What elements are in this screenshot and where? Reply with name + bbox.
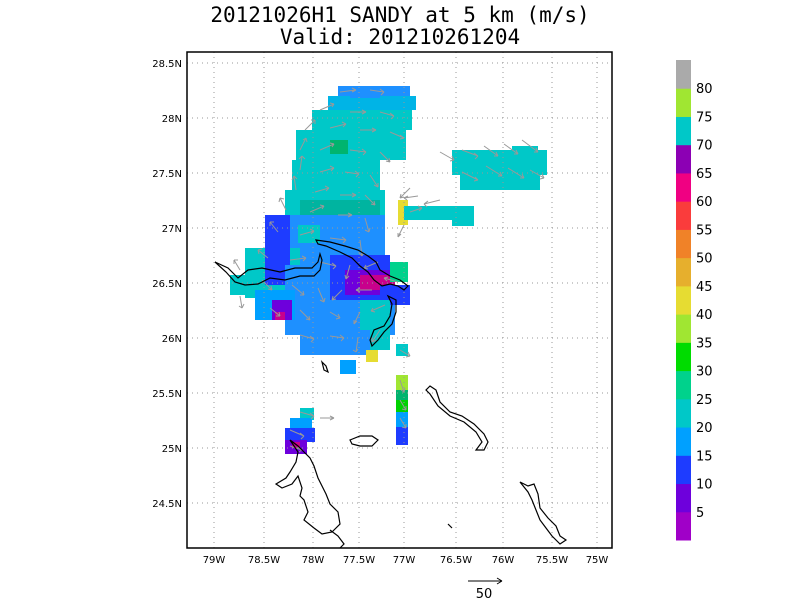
colorbar-swatch: [676, 144, 691, 174]
colorbar-label: 20: [696, 421, 713, 436]
colorbar-label: 35: [696, 336, 713, 351]
colorbar-label: 65: [696, 167, 713, 182]
colorbar-labels: 5 10 15 20 25 30 35 40 45 50 55 60 65 70 75 80: [696, 82, 713, 521]
colorbar-label: 60: [696, 195, 713, 210]
colorbar-label: 75: [696, 110, 713, 125]
colorbar-label: 40: [696, 308, 713, 323]
colorbar-swatch: [676, 511, 691, 541]
colorbar-swatch: [676, 172, 691, 202]
colorbar-swatch: [676, 285, 691, 315]
colorbar-swatch: [676, 342, 691, 372]
lat-lon-grid: [187, 52, 612, 548]
lon-label: 78W: [302, 555, 325, 566]
colorbar-swatches: [676, 60, 691, 541]
colorbar-swatch: [676, 116, 691, 146]
lon-label: 78.5W: [248, 555, 280, 566]
lon-label: 76.5W: [440, 555, 472, 566]
colorbar-label: 45: [696, 280, 713, 295]
lon-label: 76W: [492, 555, 515, 566]
colorbar-swatch: [676, 483, 691, 513]
map-title: 20121026H1 SANDY at 5 km (m/s): [210, 3, 590, 27]
lat-label: 26N: [162, 334, 182, 345]
colorbar-label: 5: [696, 506, 704, 521]
colorbar-label: 50: [696, 252, 713, 267]
colorbar-label: 70: [696, 139, 713, 154]
lat-label: 28N: [162, 114, 182, 125]
lon-label: 75W: [586, 555, 609, 566]
colorbar-swatch: [676, 257, 691, 287]
lat-label: 26.5N: [152, 279, 182, 290]
colorbar-swatch: [676, 455, 691, 485]
colorbar-swatch: [676, 88, 691, 117]
colorbar-swatch: [676, 314, 691, 343]
lat-label: 27.5N: [152, 169, 182, 180]
colorbar-label: 30: [696, 365, 713, 380]
lat-label: 25N: [162, 444, 182, 455]
lon-label: 77.5W: [343, 555, 375, 566]
map-valid-time: Valid: 201210261204: [279, 25, 521, 49]
colorbar-swatch: [676, 398, 691, 428]
lon-label: 77W: [393, 555, 416, 566]
colorbar-swatch: [676, 201, 691, 230]
colorbar-label: 80: [696, 82, 713, 97]
colorbar-label: 15: [696, 449, 713, 464]
lon-label: 75.5W: [536, 555, 568, 566]
colorbar-swatch: [676, 60, 691, 89]
reference-vector-label: 50: [476, 587, 493, 600]
lat-label: 24.5N: [152, 499, 182, 510]
colorbar-label: 55: [696, 223, 713, 238]
wind-speed-field: [230, 86, 547, 454]
coastlines: [214, 239, 568, 549]
lon-label: 79W: [203, 555, 226, 566]
lat-label: 27N: [162, 224, 182, 235]
colorbar-label: 10: [696, 478, 713, 493]
reference-arrow-icon: [468, 577, 503, 585]
colorbar-swatch: [676, 427, 691, 456]
colorbar-swatch: [676, 370, 691, 400]
reference-vector: 50: [468, 577, 503, 600]
plot-frame: [186, 51, 613, 549]
colorbar: 5 10 15 20 25 30 35 40 45 50 55 60 65 70 75 80: [676, 60, 713, 541]
lat-label: 25.5N: [152, 389, 182, 400]
colorbar-label: 25: [696, 393, 713, 408]
lat-label: 28.5N: [152, 59, 182, 70]
colorbar-swatch: [676, 229, 691, 259]
